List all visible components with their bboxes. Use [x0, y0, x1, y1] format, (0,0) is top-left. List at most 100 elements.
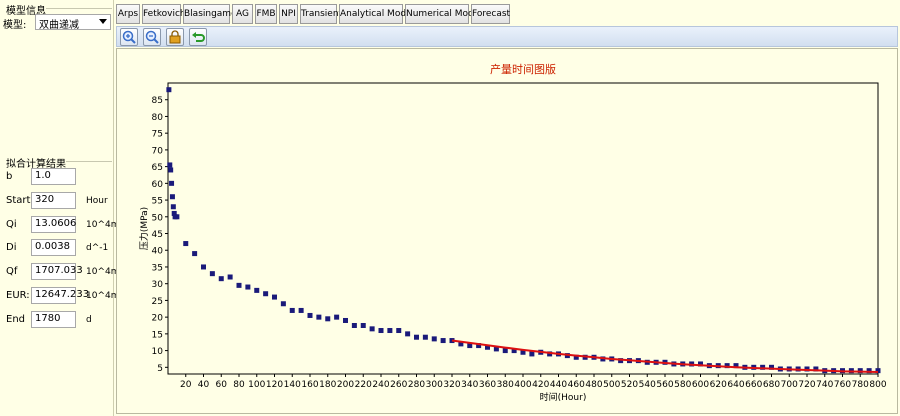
- x-tick-label: 120: [266, 380, 283, 390]
- y-tick-label: 70: [152, 146, 164, 156]
- x-tick-label: 220: [355, 380, 372, 390]
- tab-forecast[interactable]: Forecast: [471, 4, 510, 24]
- field-input[interactable]: 1707.033: [31, 263, 83, 280]
- field-label: Start: [6, 195, 31, 206]
- x-tick-label: 360: [479, 380, 496, 390]
- y-tick-label: 65: [152, 163, 163, 173]
- y-tick-label: 30: [152, 280, 164, 290]
- field-input[interactable]: 13.0606: [31, 216, 76, 233]
- chart-panel: 产量时间图版 5 10 15 20 25 30 35 40 45 50 55 60 65 70 75 80 85 2…: [116, 48, 898, 414]
- y-tick-label: 5: [157, 364, 163, 374]
- data-point: [167, 162, 173, 168]
- data-point: [166, 87, 172, 93]
- data-point: [813, 366, 819, 372]
- model-info-title: 模型信息: [6, 6, 46, 17]
- data-point: [169, 194, 175, 200]
- tab-analytical-model[interactable]: Analytical Model: [339, 4, 414, 24]
- x-tick-label: 760: [834, 380, 851, 390]
- divider: [66, 161, 112, 162]
- zoom-in-button[interactable]: [120, 28, 138, 46]
- x-tick-label: 300: [426, 380, 443, 390]
- lock-button[interactable]: [166, 28, 184, 46]
- field-input[interactable]: 320: [31, 192, 76, 209]
- divider: [46, 8, 112, 9]
- x-tick-label: 260: [390, 380, 407, 390]
- data-point: [334, 314, 340, 320]
- field-input[interactable]: 0.0038: [31, 239, 76, 256]
- x-tick-label: 460: [568, 380, 585, 390]
- model-select[interactable]: 双曲递减: [35, 14, 111, 31]
- x-tick-label: 640: [727, 380, 744, 390]
- data-point: [511, 348, 517, 354]
- x-tick-label: 240: [372, 380, 389, 390]
- field-unit: d^-1: [86, 243, 109, 253]
- y-axis-label: 压力(MPa): [138, 207, 150, 250]
- x-tick-label: 200: [337, 380, 354, 390]
- y-tick-label: 20: [152, 314, 164, 324]
- x-axis-label: 时间(Hour): [540, 391, 587, 403]
- tab-ag[interactable]: AG: [232, 4, 253, 24]
- field-label: EUR:: [6, 290, 30, 301]
- tab-transient[interactable]: Transient: [300, 4, 342, 24]
- data-point: [467, 343, 473, 349]
- x-tick-label: 560: [656, 380, 673, 390]
- data-point: [169, 180, 175, 186]
- zoom-in-icon: [122, 30, 136, 44]
- data-point: [245, 284, 251, 290]
- tab-arps[interactable]: Arps: [116, 4, 140, 24]
- x-tick-label: 440: [550, 380, 567, 390]
- tab-numerical-model[interactable]: Numerical Model: [405, 4, 482, 24]
- data-point: [236, 282, 242, 288]
- x-tick-label: 160: [301, 380, 318, 390]
- data-point: [857, 368, 863, 374]
- field-input[interactable]: 1780: [31, 311, 76, 328]
- fit-results-title: 拟合计算结果: [6, 159, 66, 170]
- x-tick-label: 480: [585, 380, 602, 390]
- data-point: [476, 343, 482, 349]
- x-tick-label: 60: [216, 380, 228, 390]
- data-point: [733, 363, 739, 369]
- data-point: [422, 334, 428, 340]
- tab-blasingame[interactable]: Blasingame: [183, 4, 237, 24]
- data-point: [458, 341, 464, 347]
- x-tick-label: 540: [639, 380, 656, 390]
- lock-icon: [169, 30, 181, 44]
- data-point: [209, 271, 215, 277]
- data-point: [769, 364, 774, 370]
- field-input[interactable]: 1.0: [31, 168, 76, 185]
- x-tick-label: 600: [692, 380, 709, 390]
- tab-npi[interactable]: NPI: [279, 4, 298, 24]
- x-tick-label: 720: [798, 380, 815, 390]
- data-point: [263, 291, 269, 297]
- data-point: [502, 348, 508, 354]
- data-point: [414, 334, 419, 340]
- y-tick-label: 15: [152, 330, 163, 340]
- chart-title: 产量时间图版: [490, 62, 556, 76]
- y-tick-label: 80: [152, 113, 164, 123]
- data-point: [360, 323, 366, 328]
- data-point: [343, 317, 348, 323]
- data-point: [272, 294, 277, 300]
- field-label: End: [6, 314, 26, 325]
- x-tick-label: 340: [461, 380, 478, 390]
- x-tick-label: 420: [532, 380, 549, 390]
- data-point: [289, 307, 295, 313]
- x-tick-label: 680: [763, 380, 780, 390]
- field-unit: 10^4m: [86, 220, 120, 230]
- zoom-out-button[interactable]: [143, 28, 161, 46]
- data-point: [378, 328, 384, 334]
- data-point: [168, 167, 174, 173]
- undo-button[interactable]: [189, 28, 207, 46]
- field-label: Di: [6, 242, 17, 253]
- data-point: [298, 307, 304, 313]
- tab-fetkovich[interactable]: Fetkovich: [142, 4, 186, 24]
- x-tick-label: 80: [233, 380, 245, 390]
- left-panel: 模型信息 模型: 双曲递减 拟合计算结果 b 1.0 Start 320 Hour Qi 1…: [0, 0, 120, 416]
- tab-fmb[interactable]: FMB: [255, 4, 277, 24]
- data-point: [698, 361, 703, 367]
- data-point: [170, 204, 176, 210]
- field-label: Qi: [6, 219, 17, 230]
- field-unit: d: [86, 315, 92, 325]
- field-input[interactable]: 12647.233: [31, 287, 89, 304]
- data-point: [254, 287, 260, 293]
